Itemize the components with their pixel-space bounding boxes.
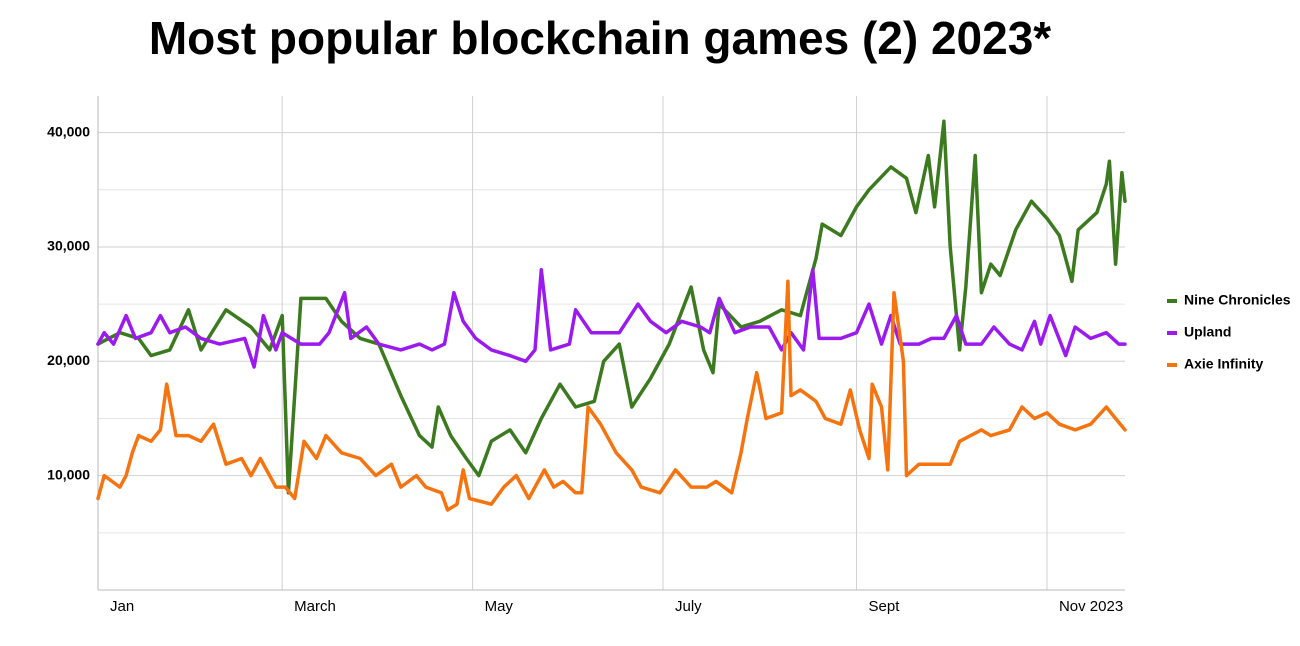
x-tick-label: Jan bbox=[110, 598, 134, 615]
line-series bbox=[96, 119, 1127, 495]
legend-label: Upland bbox=[1184, 324, 1231, 340]
x-tick-label: Sept bbox=[869, 598, 901, 615]
x-tick-label: May bbox=[485, 598, 514, 615]
x-tick-label: July bbox=[675, 598, 702, 615]
legend-label: Nine Chronicles bbox=[1184, 292, 1291, 308]
legend-label: Axie Infinity bbox=[1184, 356, 1264, 372]
y-tick-label: 10,000 bbox=[47, 466, 90, 482]
x-tick-label: Nov 2023 bbox=[1059, 598, 1123, 615]
line-series bbox=[96, 268, 1127, 369]
y-tick-label: 20,000 bbox=[47, 352, 90, 368]
y-tick-label: 40,000 bbox=[47, 123, 90, 139]
x-tick-label: March bbox=[294, 598, 336, 615]
chart-title: Most popular blockchain games (2) 2023* bbox=[149, 12, 1051, 64]
line-series bbox=[96, 279, 1127, 512]
y-tick-label: 30,000 bbox=[47, 238, 90, 254]
